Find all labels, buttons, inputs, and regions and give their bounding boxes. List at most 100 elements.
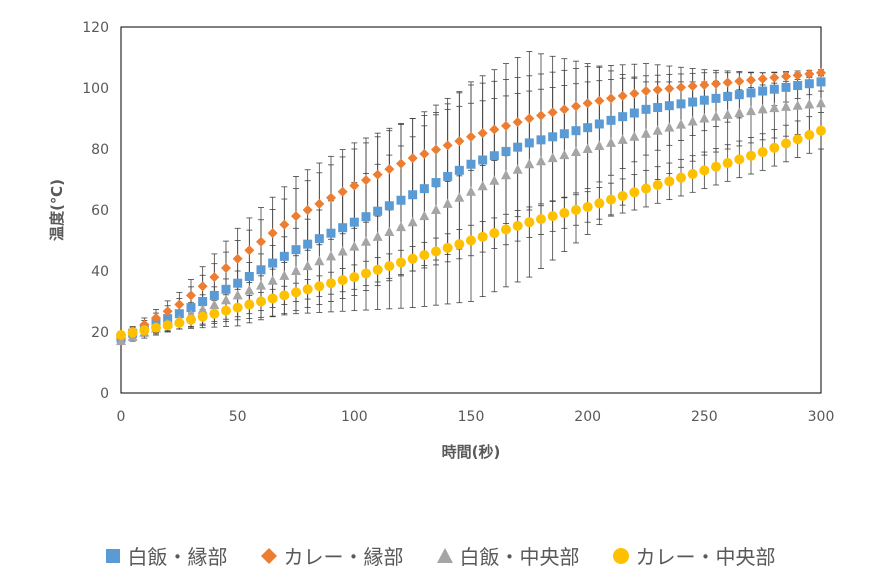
- data-point: [127, 327, 138, 338]
- data-point: [489, 151, 499, 161]
- data-point: [676, 172, 686, 183]
- data-point: [454, 136, 465, 147]
- data-point: [338, 223, 348, 233]
- data-point: [757, 103, 768, 114]
- data-point: [151, 312, 161, 323]
- data-point: [641, 128, 651, 138]
- data-point: [419, 250, 430, 261]
- data-point: [594, 119, 604, 129]
- data-point: [629, 131, 640, 141]
- y-tick-label: 40: [91, 264, 109, 280]
- data-point: [361, 175, 371, 186]
- data-point: [757, 73, 768, 84]
- data-point: [769, 142, 780, 153]
- data-point: [757, 147, 768, 158]
- data-point: [454, 192, 465, 202]
- x-tick-label: 200: [574, 409, 601, 425]
- data-point: [618, 112, 628, 122]
- y-tick-label: 0: [100, 386, 109, 402]
- data-point: [337, 245, 348, 256]
- data-point: [606, 194, 616, 205]
- legend-item-curry-edge: カレー・縁部: [260, 541, 404, 570]
- y-tick-label: 120: [82, 20, 109, 36]
- data-point: [489, 175, 500, 185]
- data-point: [162, 306, 173, 317]
- data-point: [629, 88, 640, 99]
- data-point: [442, 198, 453, 208]
- data-point: [186, 303, 196, 313]
- data-point: [442, 242, 453, 253]
- data-point: [734, 154, 745, 165]
- data-point: [314, 198, 325, 209]
- data-point: [804, 68, 815, 79]
- data-point: [396, 221, 406, 232]
- data-point: [664, 83, 675, 94]
- data-point: [676, 99, 686, 109]
- data-point: [373, 206, 383, 216]
- data-point: [197, 281, 208, 292]
- chart: 0 50 100 150 200 250 300 0 20 40 60 80 100 120 時間(秒)…: [48, 20, 835, 461]
- data-point: [664, 176, 675, 187]
- data-point: [232, 302, 243, 313]
- data-point: [372, 264, 383, 275]
- data-point: [536, 214, 546, 225]
- data-point: [466, 235, 476, 246]
- data-point: [722, 158, 733, 169]
- data-point: [571, 101, 581, 112]
- data-point: [512, 117, 523, 128]
- data-point: [232, 253, 243, 264]
- data-point: [314, 255, 325, 266]
- data-point: [699, 165, 710, 176]
- data-point: [431, 144, 441, 155]
- data-point: [582, 98, 593, 109]
- data-point: [769, 102, 780, 113]
- data-point: [781, 138, 791, 149]
- data-point: [746, 150, 756, 161]
- data-point: [279, 251, 289, 261]
- data-point: [256, 236, 266, 247]
- data-point: [279, 270, 290, 280]
- data-point: [478, 155, 488, 165]
- data-point: [536, 110, 546, 121]
- data-point: [139, 325, 150, 336]
- data-point: [524, 158, 535, 169]
- data-point: [664, 101, 674, 111]
- x-tick-labels: 0 50 100 150 200 250 300: [117, 409, 835, 425]
- data-point: [501, 146, 511, 156]
- data-point: [793, 81, 803, 91]
- data-point: [816, 67, 826, 78]
- data-point: [571, 146, 581, 157]
- data-point: [384, 164, 395, 175]
- data-point: [617, 134, 628, 144]
- data-point: [326, 192, 336, 203]
- data-point: [687, 169, 698, 180]
- data-point: [746, 75, 756, 86]
- data-point: [513, 142, 523, 152]
- data-point: [267, 275, 278, 285]
- data-point: [699, 79, 710, 90]
- y-tick-label: 80: [91, 142, 109, 158]
- data-point: [734, 76, 745, 87]
- data-point: [501, 120, 511, 131]
- data-point: [676, 82, 686, 93]
- data-point: [302, 284, 313, 295]
- data-point: [302, 205, 313, 215]
- data-point: [804, 98, 815, 109]
- data-point: [699, 113, 710, 123]
- data-point: [314, 281, 325, 292]
- data-point: [361, 236, 371, 246]
- data-point: [629, 108, 639, 118]
- data-point: [291, 245, 301, 255]
- y-tick-label: 60: [91, 203, 109, 219]
- data-point: [291, 211, 301, 222]
- data-point: [816, 77, 826, 87]
- y-tick-label: 20: [91, 325, 109, 341]
- x-tick-label: 0: [117, 409, 126, 425]
- data-point: [792, 134, 803, 145]
- data-point: [594, 140, 605, 150]
- data-point: [384, 201, 394, 211]
- data-point: [641, 104, 651, 114]
- data-point: [431, 204, 441, 214]
- data-markers: [116, 67, 826, 346]
- data-point: [221, 294, 231, 305]
